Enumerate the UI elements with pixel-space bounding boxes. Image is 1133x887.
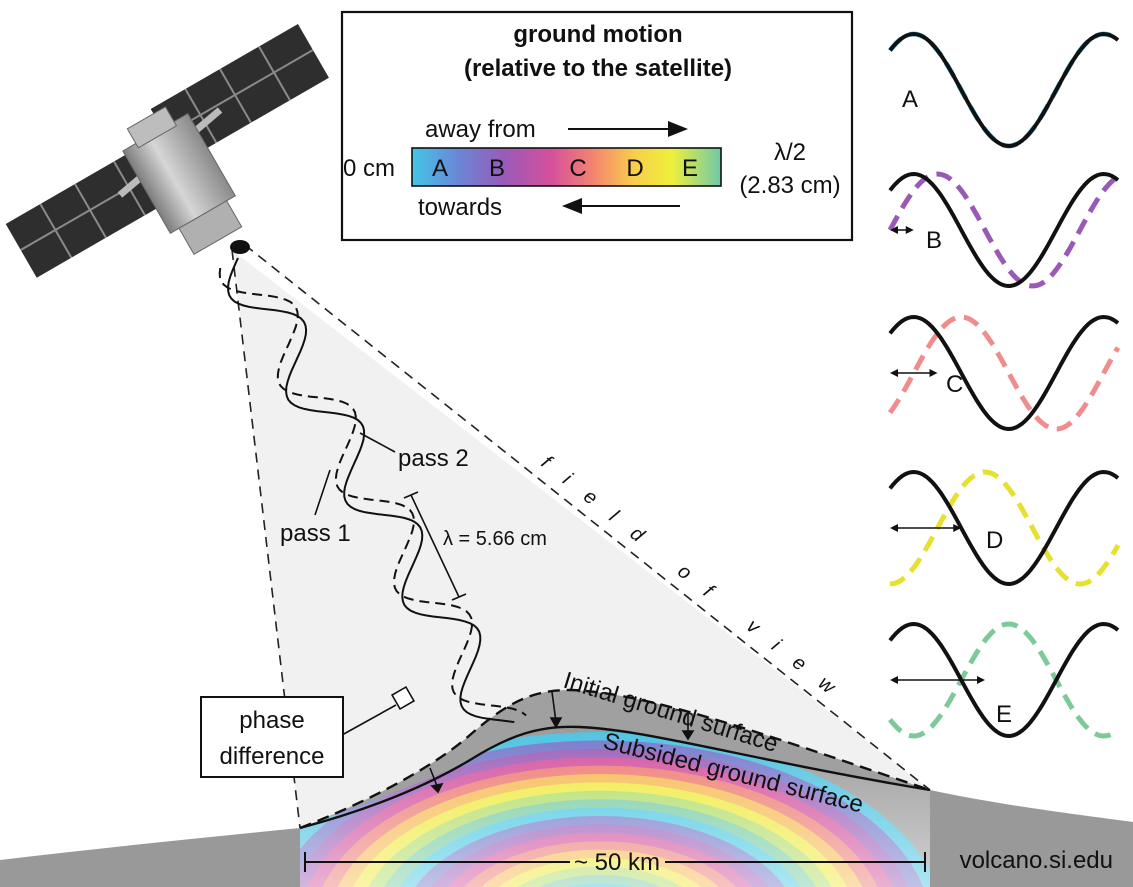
shifted-wave-c [887, 314, 1121, 432]
reference-wave-c [888, 314, 1120, 432]
scale-label: ~ 50 km [574, 849, 660, 876]
spectrum-letter-a: A [432, 155, 448, 182]
subsidence-arrows [429, 691, 695, 794]
wavelength-label: λ = 5.66 cm [443, 528, 547, 550]
wave-label-e: E [996, 701, 1012, 728]
towards-label: towards [418, 194, 502, 221]
spectrum-letter-c: C [569, 155, 586, 182]
shifted-wave-b [887, 171, 1120, 289]
wave-label-c: C [946, 371, 963, 398]
spectrum-letter-e: E [682, 155, 698, 182]
spectrum-letters: A B C D E [432, 155, 698, 182]
wave-label-a: A [902, 86, 918, 113]
pass-2-leader [359, 432, 396, 453]
wave-panel-b: B [887, 171, 1120, 289]
wave-panel-d: D [888, 469, 1121, 587]
pass-1-leader [314, 469, 331, 516]
initial-ground-bump [300, 690, 930, 828]
fov-right-edge [244, 244, 931, 791]
reference-wave-d [888, 469, 1120, 587]
wave-panel-a: A [888, 31, 1120, 149]
color-spectrum-bar [411, 147, 722, 187]
shifted-wave-d [889, 469, 1121, 587]
towards-arrow-icon [562, 198, 582, 214]
pass-1-wave [227, 257, 515, 724]
field-of-view-cone [232, 250, 930, 828]
away-arrow-icon [668, 121, 688, 137]
spectrum-letter-b: B [489, 155, 505, 182]
half-lambda-value: (2.83 cm) [739, 172, 840, 199]
wave-label-d: D [986, 527, 1003, 554]
subsided-ground-line [299, 725, 931, 830]
zero-cm-label: 0 cm [343, 155, 395, 182]
pass-2-label: pass 2 [398, 445, 469, 472]
wave-label-b: B [926, 227, 942, 254]
phase-label-line2: difference [220, 743, 325, 770]
initial-ground-line [299, 688, 931, 830]
phase-difference-callout: phase difference [200, 685, 416, 778]
phase-label-line1: phase [239, 707, 304, 734]
phase-comparison-panels: A B C D E [887, 31, 1121, 739]
legend-title-line2: (relative to the satellite) [464, 55, 732, 82]
wave-panel-c: C [887, 314, 1121, 432]
away-from-label: away from [425, 116, 536, 143]
shifted-wave-a [888, 31, 1120, 149]
satellite-icon [5, 24, 329, 278]
wave-panel-e: E [888, 621, 1120, 739]
pass-1-label: pass 1 [280, 520, 351, 547]
credit-text: volcano.si.edu [960, 847, 1113, 874]
half-lambda-label: λ/2 [774, 139, 806, 166]
pass-2-wave [218, 267, 527, 717]
shifted-wave-e [888, 621, 1120, 739]
wavelength-bracket [403, 491, 467, 601]
reference-wave-e [888, 621, 1120, 739]
ground-motion-legend: ground motion (relative to the satellite… [340, 10, 854, 242]
scale-bar [304, 852, 926, 872]
reference-wave-a [888, 31, 1120, 149]
reference-wave-b [888, 171, 1120, 289]
legend-title-line1: ground motion [513, 21, 682, 48]
spectrum-letter-d: D [626, 155, 643, 182]
